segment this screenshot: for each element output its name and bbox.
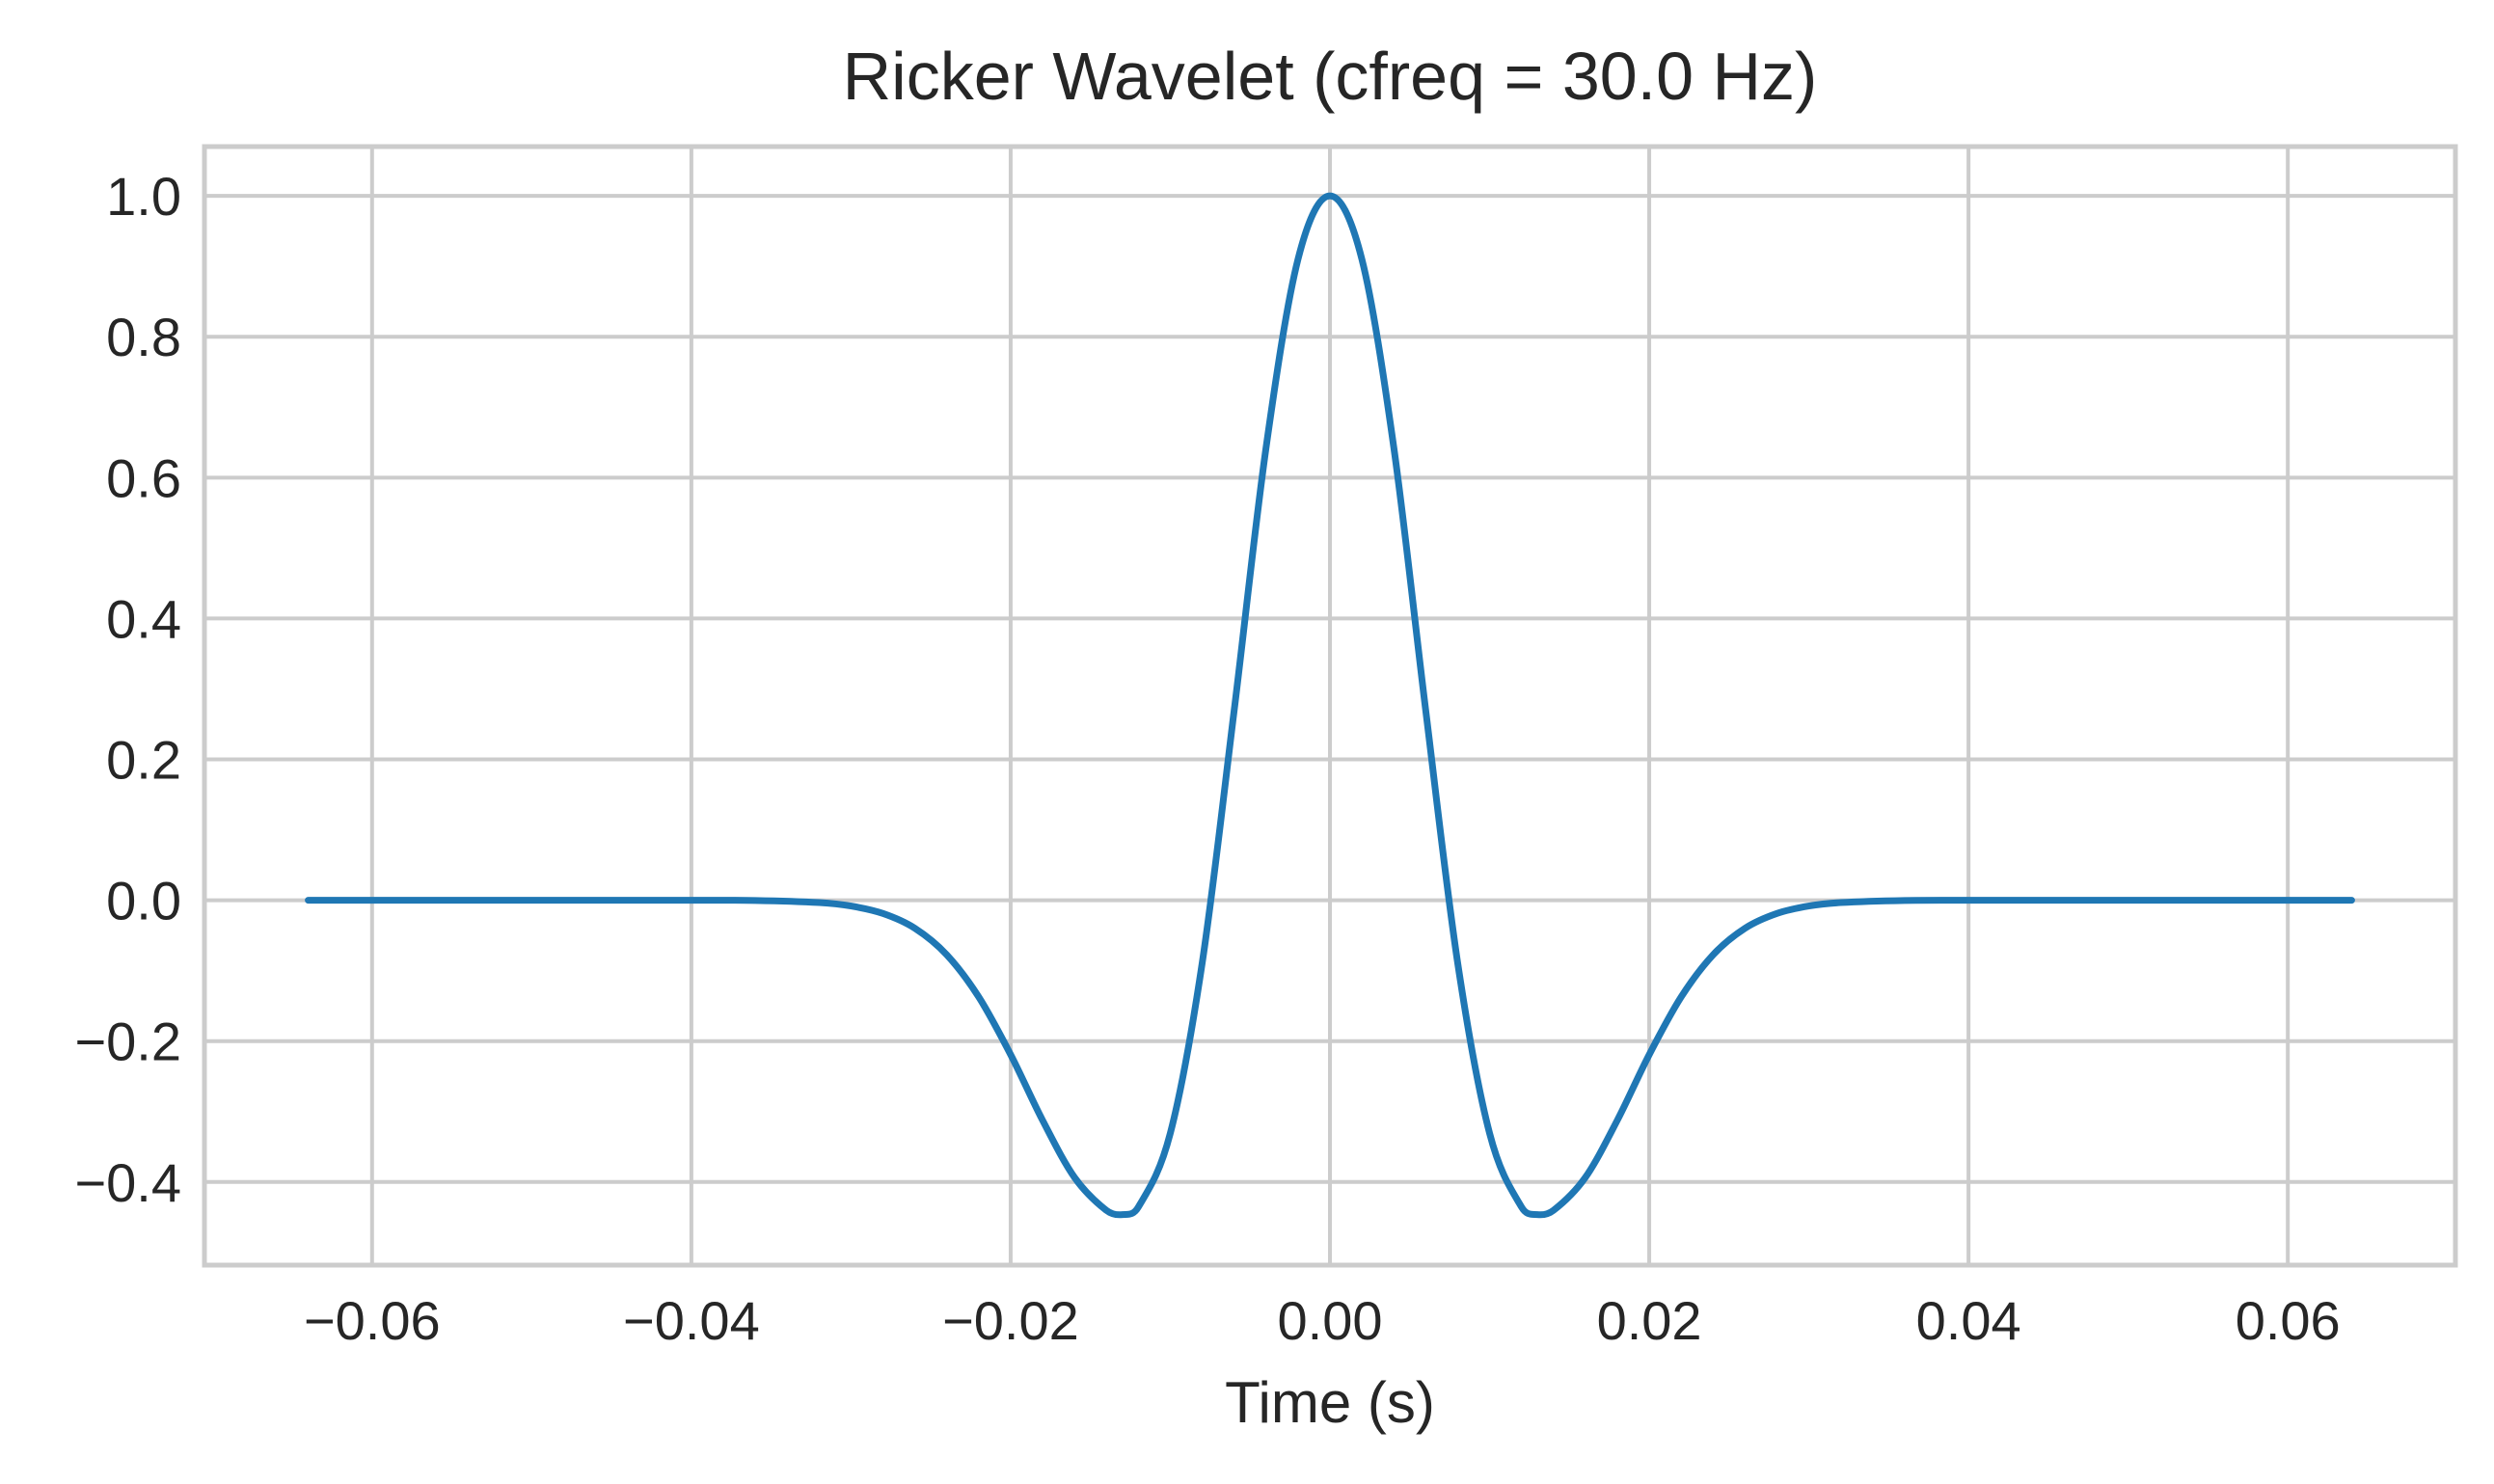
y-tick-labels: −0.4 −0.2 0.0 0.2 0.4 0.6 0.8 1.0 xyxy=(74,166,181,1213)
y-tick-label: 0.6 xyxy=(106,447,181,508)
y-tick-label: 1.0 xyxy=(106,166,181,227)
y-tick-label: 0.2 xyxy=(106,730,181,791)
chart-title: Ricker Wavelet (cfreq = 30.0 Hz) xyxy=(843,39,1818,114)
series-layer xyxy=(305,192,2355,1219)
x-axis-label: Time (s) xyxy=(1225,1370,1435,1435)
series-line-0 xyxy=(305,192,2355,1219)
x-tick-label: 0.02 xyxy=(1597,1290,1702,1351)
y-tick-label: −0.4 xyxy=(74,1152,181,1213)
x-tick-label: 0.04 xyxy=(1916,1290,2021,1351)
x-tick-label: 0.06 xyxy=(2236,1290,2341,1351)
x-tick-label: 0.00 xyxy=(1278,1290,1383,1351)
x-tick-label: −0.02 xyxy=(942,1290,1079,1351)
x-tick-label: −0.04 xyxy=(623,1290,760,1351)
x-tick-labels: −0.06 −0.04 −0.02 0.00 0.02 0.04 0.06 xyxy=(304,1290,2341,1351)
grid xyxy=(204,147,2455,1265)
y-tick-label: 0.4 xyxy=(106,588,181,649)
y-tick-label: 0.0 xyxy=(106,871,181,931)
plot-frame xyxy=(202,144,2458,1268)
y-tick-label: −0.2 xyxy=(74,1012,181,1072)
y-tick-label: 0.8 xyxy=(106,307,181,367)
x-tick-label: −0.06 xyxy=(304,1290,441,1351)
